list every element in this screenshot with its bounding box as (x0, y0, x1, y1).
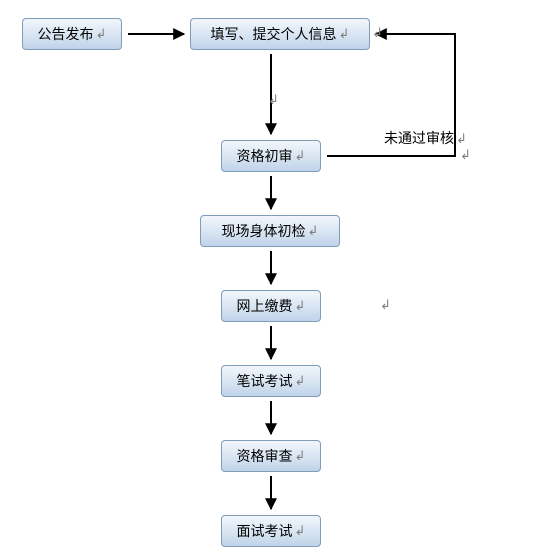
node-n5: 网上缴费↲ (221, 290, 321, 322)
return-glyph-icon: ↲ (460, 147, 471, 163)
node-label: 公告发布 (38, 24, 94, 44)
return-glyph-icon: ↲ (372, 25, 383, 41)
return-glyph-icon: ↲ (295, 148, 306, 164)
node-label: 填写、提交个人信息 (211, 24, 337, 44)
edge-label-text: 未通过审核 (384, 130, 454, 146)
node-label: 面试考试 (237, 521, 293, 541)
return-glyph-icon: ↲ (380, 297, 391, 313)
node-n3: 资格初审↲ (221, 140, 321, 172)
node-label: 笔试考试 (237, 371, 293, 391)
node-n8: 面试考试↲ (221, 515, 321, 547)
node-label: 资格审查 (237, 446, 293, 466)
return-glyph-icon: ↲ (456, 131, 467, 146)
node-n1: 公告发布↲ (22, 18, 122, 50)
node-n4: 现场身体初检↲ (200, 215, 340, 247)
return-glyph-icon: ↲ (295, 298, 306, 314)
return-glyph-icon: ↲ (295, 373, 306, 389)
node-label: 现场身体初检 (222, 221, 306, 241)
return-glyph-icon: ↲ (339, 26, 350, 42)
return-glyph-icon: ↲ (96, 26, 107, 42)
node-label: 网上缴费 (237, 296, 293, 316)
node-n6: 笔试考试↲ (221, 365, 321, 397)
node-label: 资格初审 (237, 146, 293, 166)
return-glyph-icon: ↲ (308, 223, 319, 239)
return-glyph-icon: ↲ (268, 92, 279, 108)
edge-label-eFB: 未通过审核↲ (384, 128, 467, 148)
node-n2: 填写、提交个人信息↲ (190, 18, 370, 50)
node-n7: 资格审查↲ (221, 440, 321, 472)
return-glyph-icon: ↲ (295, 448, 306, 464)
return-glyph-icon: ↲ (295, 523, 306, 539)
